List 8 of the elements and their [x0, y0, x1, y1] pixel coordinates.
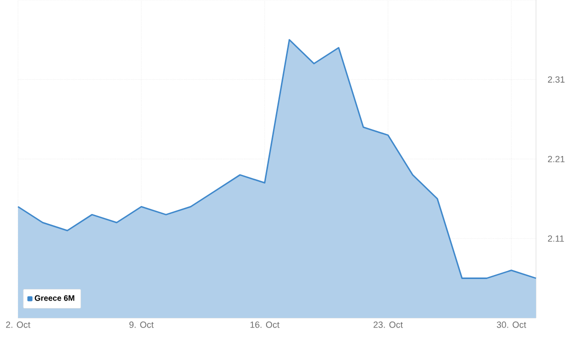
y-tick-label: 2.31 [548, 76, 565, 83]
x-tick-label: 30. Oct [496, 322, 526, 328]
x-tick-label: 23. Oct [374, 322, 403, 328]
x-tick-label: 16. Oct [250, 322, 280, 328]
x-tick-label: 2. Oct [6, 322, 30, 328]
y-tick-label: 2.11 [548, 235, 564, 242]
x-tick-label: 9. Oct [129, 322, 154, 328]
y-tick-label: 2.21 [548, 156, 565, 162]
